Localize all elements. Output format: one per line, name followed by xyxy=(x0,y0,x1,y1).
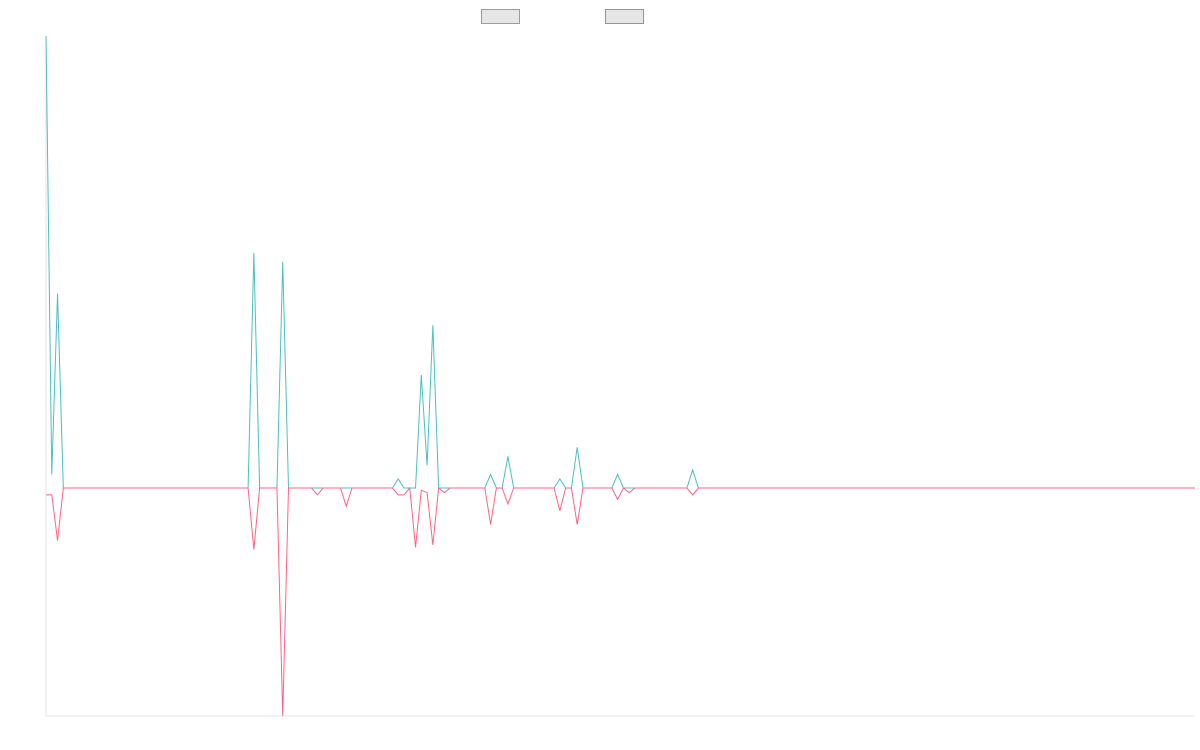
chart-legend xyxy=(0,9,1200,27)
series-line-1 xyxy=(45,35,1195,489)
series-line-2 xyxy=(46,486,1195,717)
legend-swatch-series-1[interactable] xyxy=(481,9,520,24)
legend-swatch-series-2[interactable] xyxy=(605,9,644,24)
